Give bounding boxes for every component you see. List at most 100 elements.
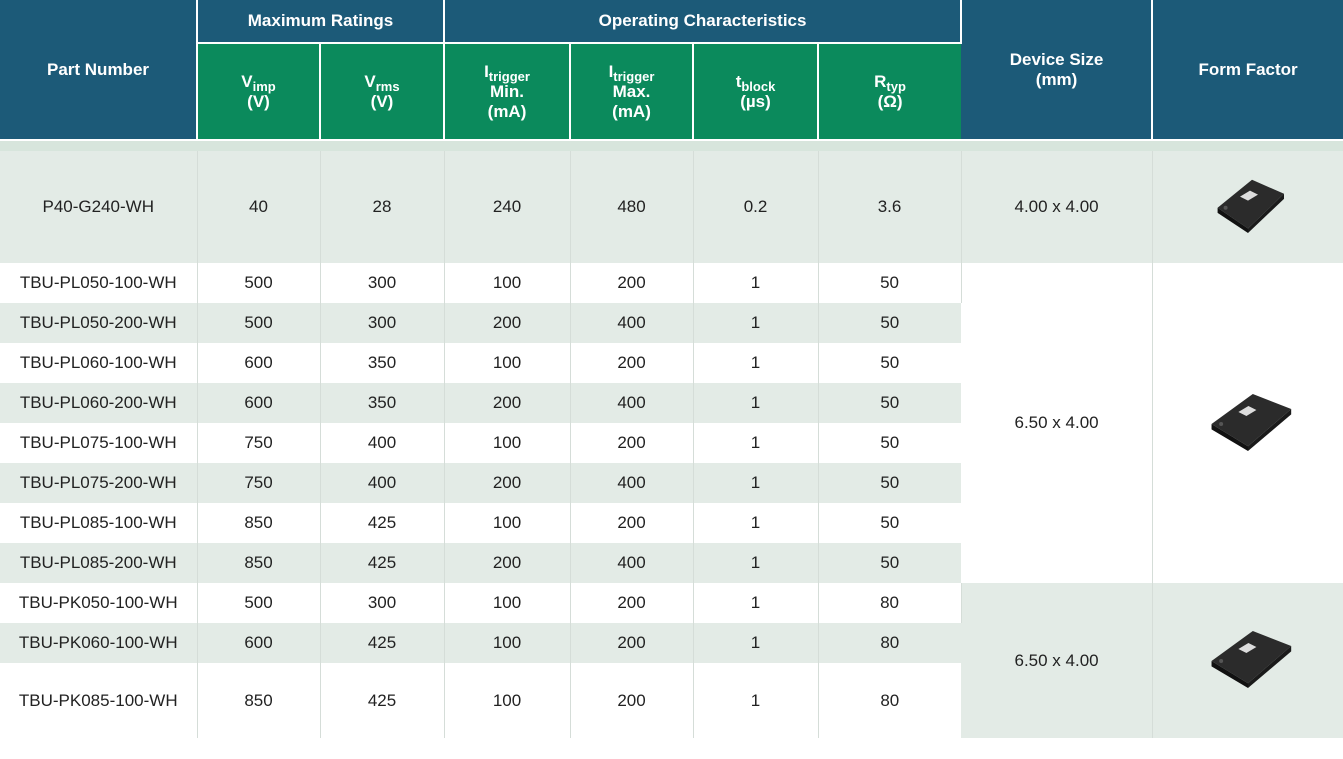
value-cell: 400 (570, 463, 693, 503)
value-cell: 1 (693, 663, 818, 738)
value-cell: 850 (197, 663, 320, 738)
value-cell: 0.2 (693, 151, 818, 263)
value-cell: 400 (320, 463, 444, 503)
form-factor (1152, 151, 1343, 263)
form-factor (1152, 583, 1343, 738)
value-cell: 300 (320, 583, 444, 623)
page: {"header":{"part_number":"Part Number","… (0, 0, 1343, 759)
value-cell: 50 (818, 383, 961, 423)
device-size: 6.50 x 4.00 (961, 263, 1152, 583)
value-cell: 3.6 (818, 151, 961, 263)
value-cell: 300 (320, 263, 444, 303)
value-cell: 400 (320, 423, 444, 463)
part-number: TBU-PL085-200-WH (0, 543, 197, 583)
value-cell: 425 (320, 503, 444, 543)
value-cell: 1 (693, 423, 818, 463)
value-cell: 200 (570, 343, 693, 383)
form-factor-header: Form Factor (1152, 0, 1343, 140)
chip-image (1200, 391, 1296, 451)
value-cell: 850 (197, 503, 320, 543)
value-cell: 50 (818, 463, 961, 503)
part-number: TBU-PL075-100-WH (0, 423, 197, 463)
value-cell: 425 (320, 623, 444, 663)
value-cell: 200 (444, 303, 570, 343)
column-header: ItriggerMin.(mA) (444, 43, 570, 140)
value-cell: 1 (693, 303, 818, 343)
part-number: TBU-PK085-100-WH (0, 663, 197, 738)
value-cell: 100 (444, 663, 570, 738)
device-size: 6.50 x 4.00 (961, 583, 1152, 738)
part-number: TBU-PL085-100-WH (0, 503, 197, 543)
qualifier: Max. (613, 82, 651, 101)
value-cell: 200 (444, 463, 570, 503)
unit: (mA) (488, 102, 527, 121)
value-cell: 200 (444, 543, 570, 583)
chip-image (1208, 177, 1288, 233)
value-cell: 600 (197, 343, 320, 383)
value-cell: 1 (693, 263, 818, 303)
form-factor (1152, 263, 1343, 583)
value-cell: 500 (197, 583, 320, 623)
qualifier: Min. (490, 82, 524, 101)
value-cell: 1 (693, 343, 818, 383)
column-header: Vimp(V) (197, 43, 320, 140)
value-cell: 425 (320, 543, 444, 583)
part-number-header-text: Part Number (47, 60, 149, 80)
part-number-header: Part Number (0, 0, 197, 140)
value-cell: 1 (693, 583, 818, 623)
header-row: Part NumberMaximum RatingsOperating Char… (0, 0, 1343, 43)
max-ratings-header: Maximum Ratings (197, 0, 444, 43)
value-cell: 100 (444, 423, 570, 463)
operating-header: Operating Characteristics (444, 0, 961, 43)
unit: (V) (247, 92, 270, 111)
value-cell: 50 (818, 503, 961, 543)
part-number: TBU-PL050-200-WH (0, 303, 197, 343)
value-cell: 200 (570, 623, 693, 663)
value-cell: 600 (197, 623, 320, 663)
value-cell: 80 (818, 623, 961, 663)
column-header: Rtyp(Ω) (818, 43, 961, 140)
value-cell: 350 (320, 383, 444, 423)
value-cell: 480 (570, 151, 693, 263)
value-cell: 400 (570, 303, 693, 343)
device-size-header-text: Device Size (mm) (999, 50, 1114, 90)
unit: (mA) (612, 102, 651, 121)
value-cell: 200 (444, 383, 570, 423)
value-cell: 100 (444, 583, 570, 623)
value-cell: 200 (570, 503, 693, 543)
value-cell: 100 (444, 503, 570, 543)
value-cell: 50 (818, 543, 961, 583)
value-cell: 28 (320, 151, 444, 263)
spacer-row (0, 140, 1343, 151)
value-cell: 1 (693, 623, 818, 663)
value-cell: 80 (818, 663, 961, 738)
value-cell: 100 (444, 343, 570, 383)
part-number: TBU-PL050-100-WH (0, 263, 197, 303)
value-cell: 400 (570, 543, 693, 583)
value-cell: 350 (320, 343, 444, 383)
value-cell: 200 (570, 423, 693, 463)
value-cell: 1 (693, 503, 818, 543)
value-cell: 50 (818, 423, 961, 463)
part-number: TBU-PL060-100-WH (0, 343, 197, 383)
value-cell: 500 (197, 263, 320, 303)
part-number: TBU-PK060-100-WH (0, 623, 197, 663)
value-cell: 300 (320, 303, 444, 343)
device-size-header: Device Size (mm) (961, 0, 1152, 140)
value-cell: 425 (320, 663, 444, 738)
column-header: Vrms(V) (320, 43, 444, 140)
part-number: TBU-PL075-200-WH (0, 463, 197, 503)
value-cell: 750 (197, 463, 320, 503)
symbol: R (874, 72, 886, 91)
value-cell: 50 (818, 303, 961, 343)
value-cell: 40 (197, 151, 320, 263)
value-cell: 600 (197, 383, 320, 423)
value-cell: 200 (570, 583, 693, 623)
value-cell: 50 (818, 263, 961, 303)
device-size: 4.00 x 4.00 (961, 151, 1152, 263)
value-cell: 750 (197, 423, 320, 463)
value-cell: 1 (693, 383, 818, 423)
part-number: TBU-PL060-200-WH (0, 383, 197, 423)
